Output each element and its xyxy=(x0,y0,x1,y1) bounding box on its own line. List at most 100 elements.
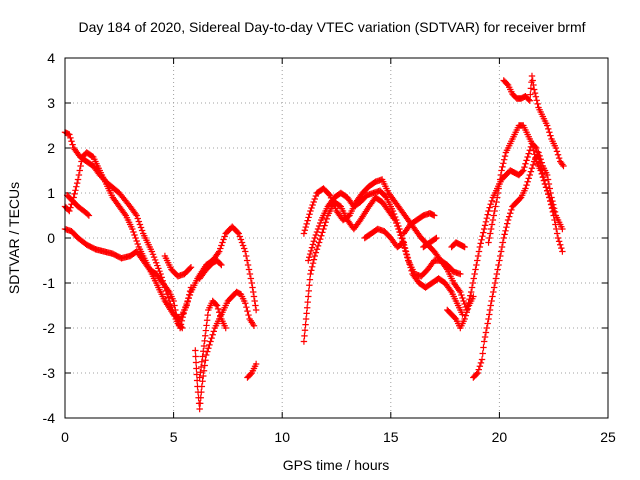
data-point xyxy=(321,222,328,229)
data-point xyxy=(401,245,409,252)
data-point xyxy=(311,252,318,260)
data-point xyxy=(305,257,312,264)
y-tick-label: 1 xyxy=(47,185,55,201)
data-point xyxy=(193,371,200,378)
data-point xyxy=(314,225,322,233)
series-track-u xyxy=(500,72,567,170)
data-point xyxy=(546,129,553,136)
data-point xyxy=(313,246,321,253)
data-point xyxy=(543,122,551,129)
data-point xyxy=(247,275,255,282)
y-tick-label: -4 xyxy=(43,410,56,426)
data-point xyxy=(460,297,467,305)
data-point xyxy=(132,234,139,242)
data-point xyxy=(308,263,316,270)
data-point xyxy=(481,333,489,341)
data-point xyxy=(300,230,308,237)
data-point xyxy=(472,266,479,273)
data-point xyxy=(198,383,206,390)
data-point xyxy=(442,264,450,272)
data-point xyxy=(531,151,538,158)
data-point xyxy=(197,363,205,371)
plot-frame xyxy=(64,57,609,419)
data-point xyxy=(466,296,473,303)
data-point xyxy=(482,329,490,336)
data-point xyxy=(490,212,497,219)
data-point xyxy=(212,301,220,308)
data-point xyxy=(70,194,77,201)
data-point xyxy=(69,141,76,148)
data-point xyxy=(470,275,477,282)
data-point xyxy=(186,287,194,295)
data-point xyxy=(237,236,245,243)
x-tick-label: 15 xyxy=(383,429,399,445)
data-point xyxy=(523,181,530,189)
data-point xyxy=(322,219,329,226)
data-point xyxy=(474,369,481,377)
data-point xyxy=(461,315,468,323)
data-point xyxy=(310,256,318,263)
data-point xyxy=(130,228,137,236)
data-point xyxy=(183,302,190,309)
data-point xyxy=(251,297,258,305)
data-point xyxy=(447,287,454,294)
data-point xyxy=(184,298,191,306)
data-point xyxy=(306,282,313,289)
data-point xyxy=(501,152,509,160)
data-point xyxy=(305,287,313,295)
data-point xyxy=(77,162,84,170)
data-point xyxy=(474,252,482,260)
data-point xyxy=(199,353,206,360)
data-point xyxy=(201,337,208,345)
data-point xyxy=(69,197,76,205)
data-point xyxy=(76,167,83,174)
data-point xyxy=(489,216,497,224)
data-point xyxy=(451,314,459,322)
data-point xyxy=(456,287,463,294)
y-tick-label: -1 xyxy=(43,275,56,291)
series-track-m xyxy=(361,225,408,251)
data-point xyxy=(323,215,330,223)
data-point xyxy=(325,190,333,198)
data-point xyxy=(242,248,249,255)
data-point xyxy=(490,288,497,296)
data-point xyxy=(559,161,566,168)
data-point xyxy=(252,306,260,314)
data-point xyxy=(459,311,466,318)
data-point xyxy=(303,220,310,228)
data-point xyxy=(524,153,531,161)
data-point xyxy=(303,310,310,317)
data-point xyxy=(559,225,566,233)
data-point xyxy=(205,345,212,352)
data-point xyxy=(478,236,485,243)
data-point xyxy=(192,359,200,366)
data-point xyxy=(154,262,161,269)
data-point xyxy=(153,259,160,266)
data-point xyxy=(240,245,248,252)
data-point xyxy=(487,201,494,208)
data-point xyxy=(496,180,503,188)
data-point xyxy=(309,201,316,209)
data-point xyxy=(308,267,315,274)
data-point xyxy=(149,251,157,258)
data-point xyxy=(222,324,229,332)
data-point xyxy=(494,266,501,273)
data-point xyxy=(464,303,471,310)
data-point xyxy=(192,347,199,354)
data-point xyxy=(478,356,486,363)
series-track-i xyxy=(244,360,260,381)
data-point xyxy=(155,265,162,272)
data-point xyxy=(196,405,203,413)
data-point xyxy=(489,293,496,300)
data-point xyxy=(202,332,209,339)
data-point xyxy=(491,279,499,287)
data-point xyxy=(525,96,532,103)
data-point xyxy=(399,240,406,247)
data-point xyxy=(315,222,323,230)
data-point xyxy=(501,231,508,238)
data-point xyxy=(534,100,541,108)
data-point xyxy=(526,171,534,179)
data-point xyxy=(67,204,74,211)
series-track-g xyxy=(196,297,229,381)
data-point xyxy=(493,198,500,206)
